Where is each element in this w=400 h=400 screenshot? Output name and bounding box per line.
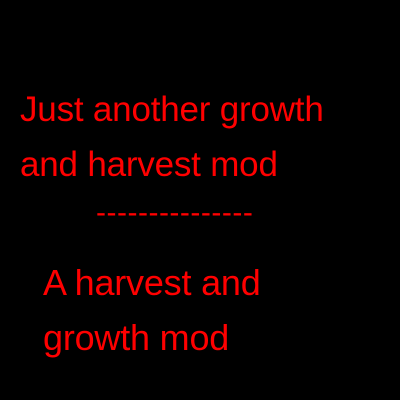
separator-line: --------------- xyxy=(96,196,254,229)
title-line-1: Just another growth xyxy=(20,90,324,129)
title-line-2: and harvest mod xyxy=(20,145,278,184)
subtitle-line-1: A harvest and xyxy=(43,262,261,303)
subtitle-line-2: growth mod xyxy=(43,317,230,358)
